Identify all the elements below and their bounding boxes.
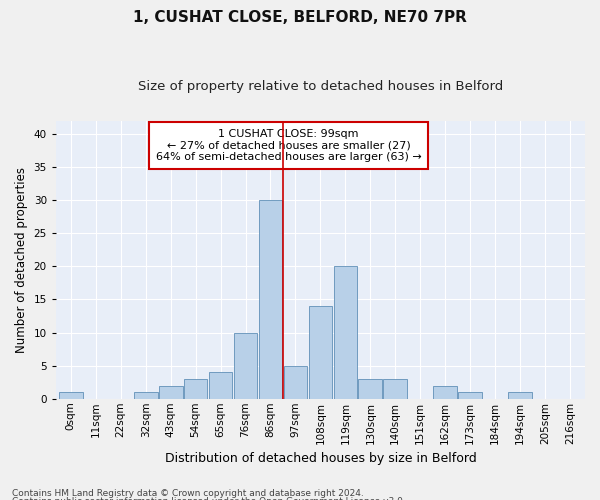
Text: Contains public sector information licensed under the Open Government Licence v3: Contains public sector information licen… [12,497,406,500]
Bar [308,306,332,399]
Text: 1 CUSHAT CLOSE: 99sqm
← 27% of detached houses are smaller (27)
64% of semi-deta: 1 CUSHAT CLOSE: 99sqm ← 27% of detached … [156,129,422,162]
Bar [209,372,232,399]
Bar [358,379,382,399]
Bar [233,332,257,399]
Bar [383,379,407,399]
Bar [284,366,307,399]
Bar [508,392,532,399]
Text: 1, CUSHAT CLOSE, BELFORD, NE70 7PR: 1, CUSHAT CLOSE, BELFORD, NE70 7PR [133,10,467,25]
Bar [334,266,357,399]
Y-axis label: Number of detached properties: Number of detached properties [15,166,28,352]
Bar [134,392,158,399]
Bar [184,379,208,399]
Bar [458,392,482,399]
Title: Size of property relative to detached houses in Belford: Size of property relative to detached ho… [138,80,503,93]
Bar [159,386,182,399]
Bar [259,200,283,399]
Bar [433,386,457,399]
Bar [59,392,83,399]
Text: Contains HM Land Registry data © Crown copyright and database right 2024.: Contains HM Land Registry data © Crown c… [12,488,364,498]
X-axis label: Distribution of detached houses by size in Belford: Distribution of detached houses by size … [164,452,476,465]
